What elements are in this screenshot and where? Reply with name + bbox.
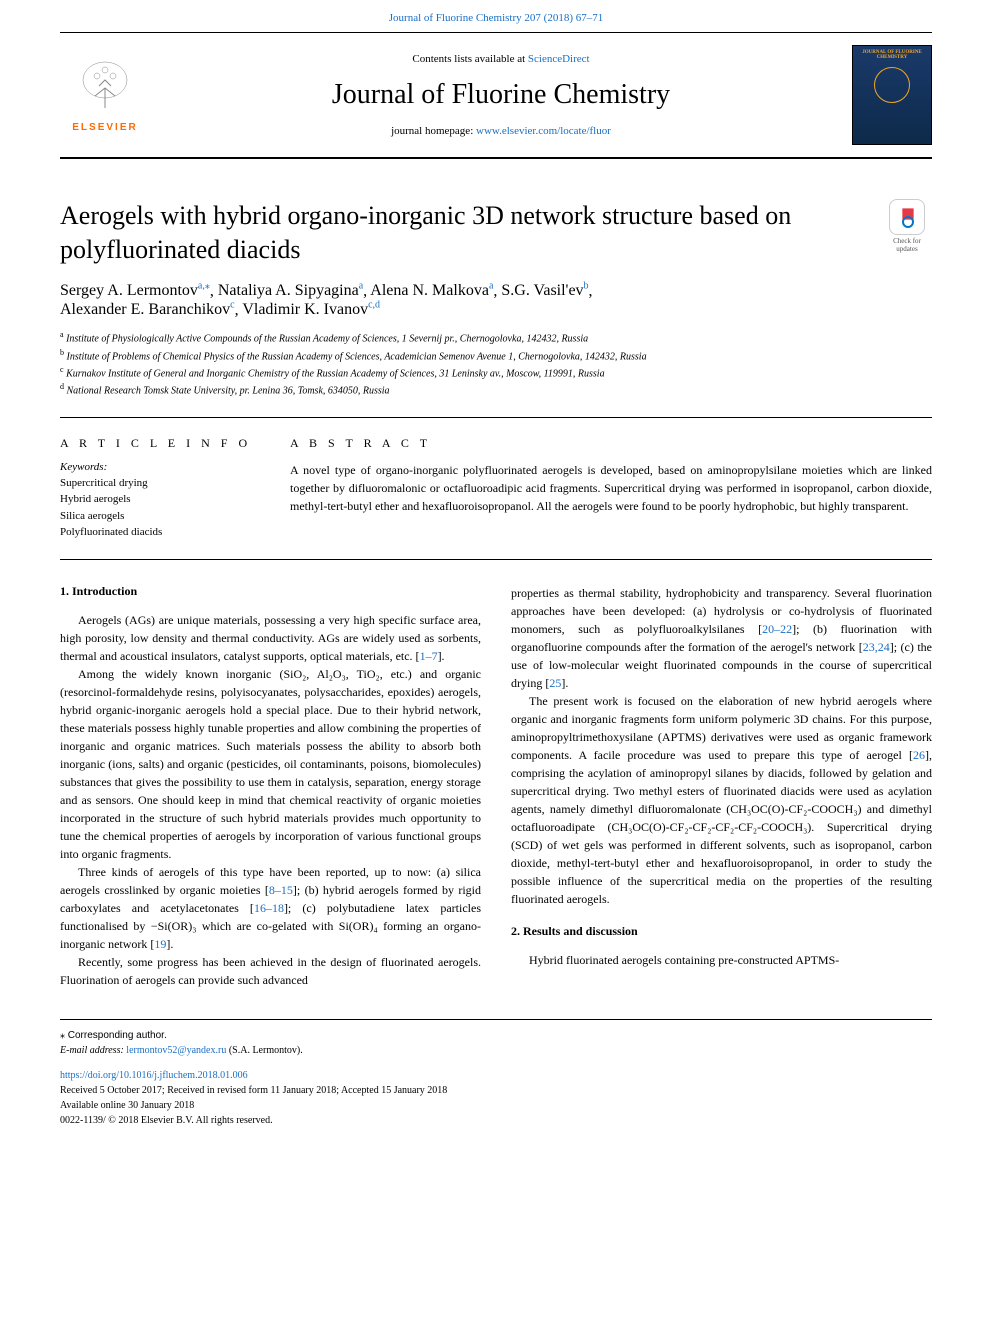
author-corr-link[interactable]: ⁎ [205,281,210,292]
ref-link[interactable]: 1–7 [420,649,438,663]
journal-name: Journal of Fluorine Chemistry [150,79,852,111]
abstract-heading: A B S T R A C T [290,436,932,451]
keywords-list: Supercritical drying Hybrid aerogels Sil… [60,475,260,541]
email-link[interactable]: lermontov52@yandex.ru [126,1045,226,1056]
keyword: Supercritical drying [60,475,260,492]
header-citation: Journal of Fluorine Chemistry 207 (2018)… [0,0,992,32]
paragraph: Aerogels (AGs) are unique materials, pos… [60,611,481,665]
elsevier-tree-icon [75,58,135,118]
ref-link[interactable]: 20–22 [762,622,792,636]
author: S.G. Vasil'evb [501,282,588,299]
paragraph: Recently, some progress has been achieve… [60,953,481,989]
received-line: Received 5 October 2017; Received in rev… [60,1083,932,1098]
keywords-label: Keywords: [60,461,260,473]
article-title: Aerogels with hybrid organo-inorganic 3D… [60,199,862,267]
journal-cover-thumbnail: JOURNAL OF FLUORINE CHEMISTRY [852,45,932,145]
keyword: Silica aerogels [60,508,260,525]
contents-line: Contents lists available at ScienceDirec… [150,53,852,65]
cover-icon [874,67,910,103]
ref-link[interactable]: 23,24 [863,640,890,654]
ref-link[interactable]: 16–18 [254,901,284,915]
footer: ⁎ Corresponding author. E-mail address: … [60,1019,932,1128]
homepage-prefix: journal homepage: [391,125,476,137]
paragraph: Among the widely known inorganic (SiO₂, … [60,665,481,863]
left-column: 1. Introduction Aerogels (AGs) are uniqu… [60,584,481,989]
contents-prefix: Contents lists available at [412,53,527,65]
abstract-text: A novel type of organo-inorganic polyflu… [290,461,932,515]
corresponding-author: ⁎ Corresponding author. [60,1028,932,1043]
email-line: E-mail address: lermontov52@yandex.ru (S… [60,1043,932,1058]
check-updates-badge[interactable]: Check for updates [882,199,932,253]
author: Nataliya A. Sipyaginaa [218,282,363,299]
section-heading-results: 2. Results and discussion [511,924,932,939]
check-updates-icon [889,199,925,235]
ref-link[interactable]: 26 [913,748,925,762]
copyright-line: 0022-1139/ © 2018 Elsevier B.V. All righ… [60,1113,932,1128]
sciencedirect-link[interactable]: ScienceDirect [528,53,590,65]
author: Vladimir K. Ivanovc,d [242,301,380,318]
abstract: A B S T R A C T A novel type of organo-i… [290,436,932,541]
authors-line: Sergey A. Lermontova,⁎, Nataliya A. Sipy… [60,281,932,320]
homepage-link[interactable]: www.elsevier.com/locate/fluor [476,125,611,137]
keyword: Polyfluorinated diacids [60,524,260,541]
masthead-center: Contents lists available at ScienceDirec… [150,53,852,137]
paragraph: properties as thermal stability, hydroph… [511,584,932,692]
author: Alexander E. Baranchikovc [60,301,235,318]
cover-title: JOURNAL OF FLUORINE CHEMISTRY [857,50,927,60]
author-affil-link[interactable]: a [489,281,493,292]
author: Sergey A. Lermontova,⁎ [60,282,210,299]
doi-link[interactable]: https://doi.org/10.1016/j.jfluchem.2018.… [60,1070,248,1081]
author-affil-link[interactable]: c [230,300,234,311]
citation-link[interactable]: Journal of Fluorine Chemistry 207 (2018)… [389,12,603,24]
article-info: A R T I C L E I N F O Keywords: Supercri… [60,436,260,541]
affiliation: b Institute of Problems of Chemical Phys… [60,347,932,364]
right-column: properties as thermal stability, hydroph… [511,584,932,989]
author: Alena N. Malkovaa [370,282,493,299]
homepage-line: journal homepage: www.elsevier.com/locat… [150,125,852,137]
keyword: Hybrid aerogels [60,491,260,508]
affiliations: a Institute of Physiologically Active Co… [60,329,932,398]
article-info-heading: A R T I C L E I N F O [60,436,260,451]
check-updates-label: Check for updates [893,237,921,253]
affiliation: d National Research Tomsk State Universi… [60,381,932,398]
paragraph: The present work is focused on the elabo… [511,692,932,908]
elsevier-logo: ELSEVIER [60,45,150,145]
paragraph: Three kinds of aerogels of this type hav… [60,863,481,953]
paragraph: Hybrid fluorinated aerogels containing p… [511,951,932,969]
elsevier-wordmark: ELSEVIER [72,122,137,133]
ref-link[interactable]: 25 [549,676,561,690]
author-affil-link[interactable]: a [359,281,363,292]
masthead: ELSEVIER Contents lists available at Sci… [60,32,932,159]
author-affil-link[interactable]: b [584,281,589,292]
affiliation: a Institute of Physiologically Active Co… [60,329,932,346]
affiliation: c Kurnakov Institute of General and Inor… [60,364,932,381]
ref-link[interactable]: 19 [154,937,166,951]
ref-link[interactable]: 8–15 [269,883,293,897]
available-line: Available online 30 January 2018 [60,1098,932,1113]
author-affil-link[interactable]: a, [198,281,205,292]
author-affil-link[interactable]: c,d [368,300,380,311]
email-label: E-mail address: [60,1045,126,1056]
section-heading-intro: 1. Introduction [60,584,481,599]
